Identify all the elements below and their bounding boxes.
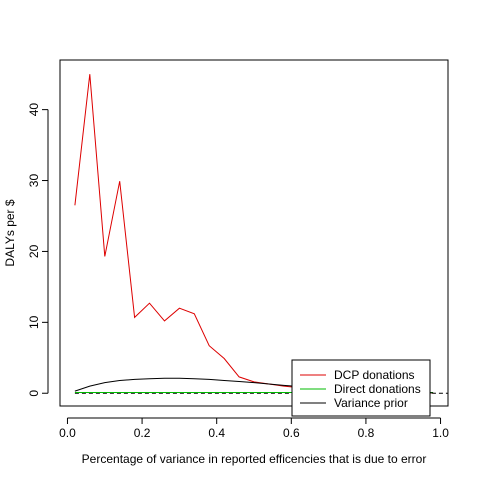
legend-label-dcp-donations: DCP donations bbox=[334, 368, 415, 382]
x-tick-label: 0.2 bbox=[134, 426, 151, 440]
x-tick-label: 0.0 bbox=[59, 426, 76, 440]
x-tick-label: 0.8 bbox=[358, 426, 375, 440]
legend-label-direct-donations: Direct donations bbox=[334, 382, 421, 396]
x-axis-label: Percentage of variance in reported effic… bbox=[82, 452, 427, 466]
y-tick-label: 0 bbox=[27, 390, 41, 397]
y-axis: 0 10 20 30 40 bbox=[27, 103, 49, 397]
y-tick-label: 30 bbox=[27, 174, 41, 188]
plot-frame bbox=[59, 59, 449, 407]
x-tick-label: 0.4 bbox=[208, 426, 225, 440]
y-tick-label: 10 bbox=[27, 315, 41, 329]
y-axis-label: DALYs per $ bbox=[3, 199, 17, 266]
x-tick-label: 0.6 bbox=[283, 426, 300, 440]
x-tick-label: 1.0 bbox=[432, 426, 449, 440]
legend-box bbox=[291, 359, 431, 417]
y-tick-label: 20 bbox=[27, 244, 41, 258]
legend-label-variance-prior: Variance prior bbox=[334, 396, 408, 410]
x-axis: 0.0 0.2 0.4 0.6 0.8 1.0 bbox=[59, 417, 449, 440]
y-tick-label: 40 bbox=[27, 103, 41, 117]
